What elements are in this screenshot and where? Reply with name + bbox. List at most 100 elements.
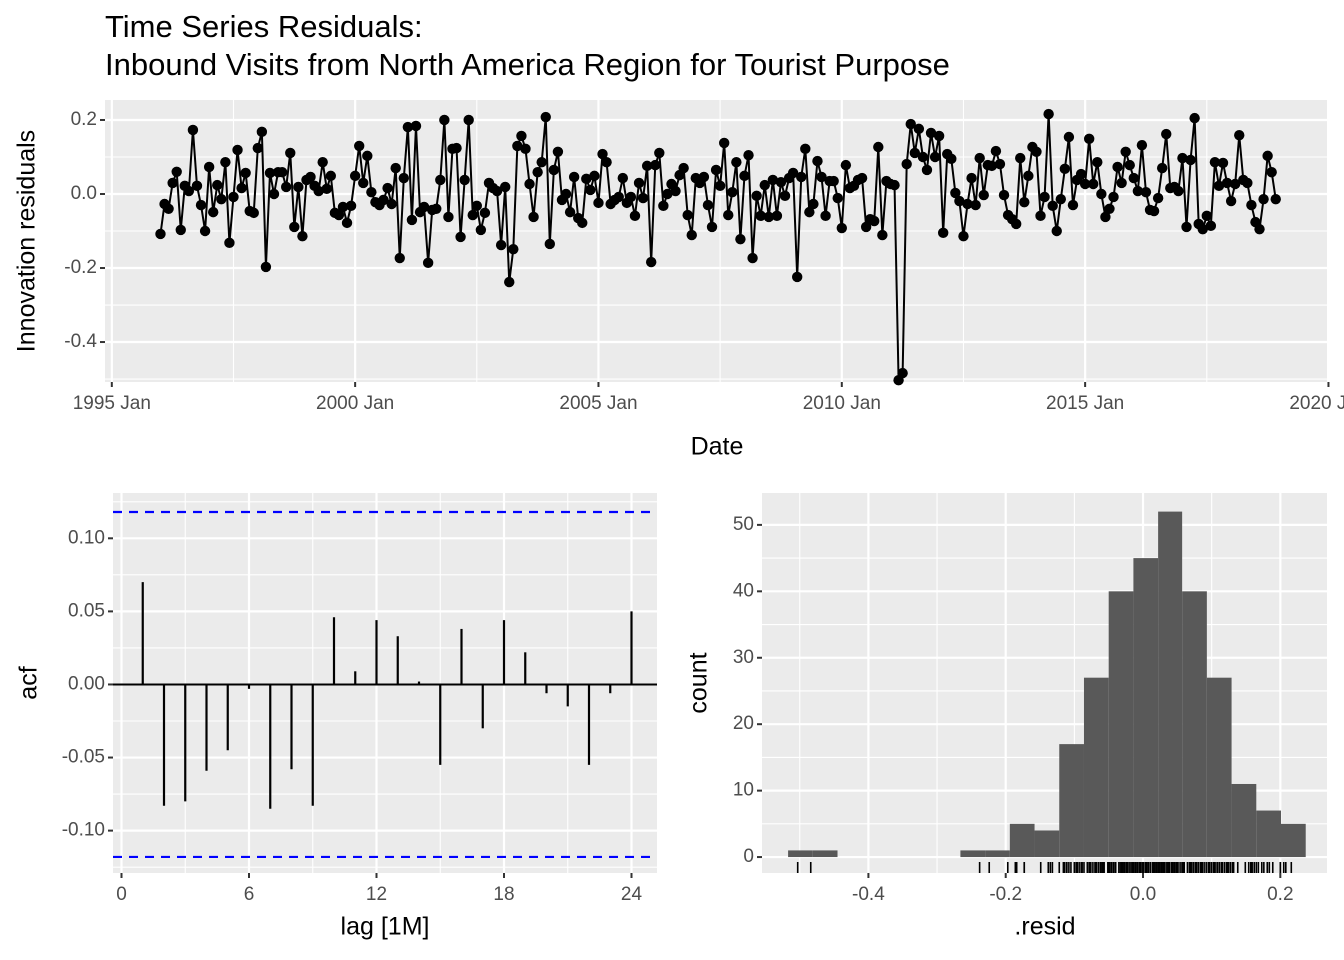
data-point [1258,193,1269,205]
data-point [994,158,1006,170]
data-point [167,177,178,189]
y-axis-title: count [685,652,713,713]
data-point [670,185,681,197]
histogram-bar [1108,591,1134,858]
y-tick-label: 40 [733,580,754,601]
data-point [1197,223,1208,235]
y-axis-title: acf [15,666,43,699]
data-point [1217,157,1229,169]
data-point [946,153,957,165]
data-point [954,195,965,207]
data-point [727,186,738,198]
data-point [236,182,247,194]
data-point [698,171,710,183]
data-point [714,180,726,192]
data-point [512,140,523,152]
x-tick-label: 6 [244,884,255,905]
data-point [422,257,434,269]
data-point [248,207,259,219]
histogram-bar [1281,823,1306,858]
data-point [1039,191,1050,203]
x-tick-label: -0.2 [989,884,1022,905]
data-point [1124,159,1135,171]
data-point [1128,172,1139,184]
data-point [341,217,353,229]
data-point [459,174,470,186]
data-point [678,162,689,174]
x-tick-label: 1995 Jan [73,393,151,414]
data-point [435,174,446,186]
data-point [1209,156,1221,168]
histogram-bar [1009,823,1035,858]
data-point [1242,177,1253,189]
data-point [220,156,231,168]
histogram-bar [788,850,813,858]
data-point [856,172,868,184]
data-point [305,171,316,183]
plot-background [113,493,657,873]
data-point [739,170,750,182]
data-point [289,221,300,233]
data-point [471,200,483,212]
data-point [1262,150,1273,162]
data-point [463,114,474,126]
data-point [637,192,649,204]
y-tick-label: 0.2 [71,109,97,130]
data-point [1120,146,1131,158]
data-point [836,222,848,234]
data-point [755,210,766,222]
histogram-bar [812,850,838,858]
data-point [520,143,531,155]
data-point [787,167,799,179]
data-point [536,156,547,168]
data-point [475,224,487,236]
data-point [873,141,884,153]
data-point [1229,178,1241,190]
data-point [1254,223,1265,235]
data-point [820,210,831,222]
histogram-bar [1182,591,1207,858]
data-point [260,261,272,273]
data-point [1173,185,1184,197]
data-point [1116,177,1127,189]
data-point [508,243,519,255]
y-tick-label: 0.05 [68,600,105,621]
data-point [950,187,961,199]
y-tick-label: 50 [733,514,754,535]
y-tick-label: 20 [733,713,754,734]
data-point [1067,199,1079,211]
data-point [317,156,328,168]
data-point [796,171,807,183]
data-point [641,160,653,172]
data-point [775,176,787,188]
data-point [1112,161,1123,173]
x-tick-label: 24 [621,884,643,905]
data-point [617,172,629,184]
data-point [650,159,661,171]
y-tick-label: 0.00 [68,673,105,694]
y-axis-title: Innovation residuals [13,130,41,352]
data-point [366,186,377,198]
data-point [743,149,754,161]
data-point [280,181,292,193]
data-point [552,146,564,158]
data-point [297,230,308,242]
data-point [516,130,527,142]
data-point [812,155,823,167]
data-point [390,162,401,174]
data-point [658,200,669,212]
data-point [633,177,645,189]
data-point [528,211,539,223]
data-point [406,214,418,226]
data-point [1083,133,1095,145]
data-point [349,170,361,182]
data-point [431,203,442,215]
data-point [1019,196,1030,208]
data-point [747,252,758,264]
histogram-bar [1059,744,1084,858]
data-point [1108,191,1119,203]
data-point [763,211,775,223]
data-point [771,210,783,222]
data-point [1079,178,1091,190]
data-point [998,189,1010,201]
